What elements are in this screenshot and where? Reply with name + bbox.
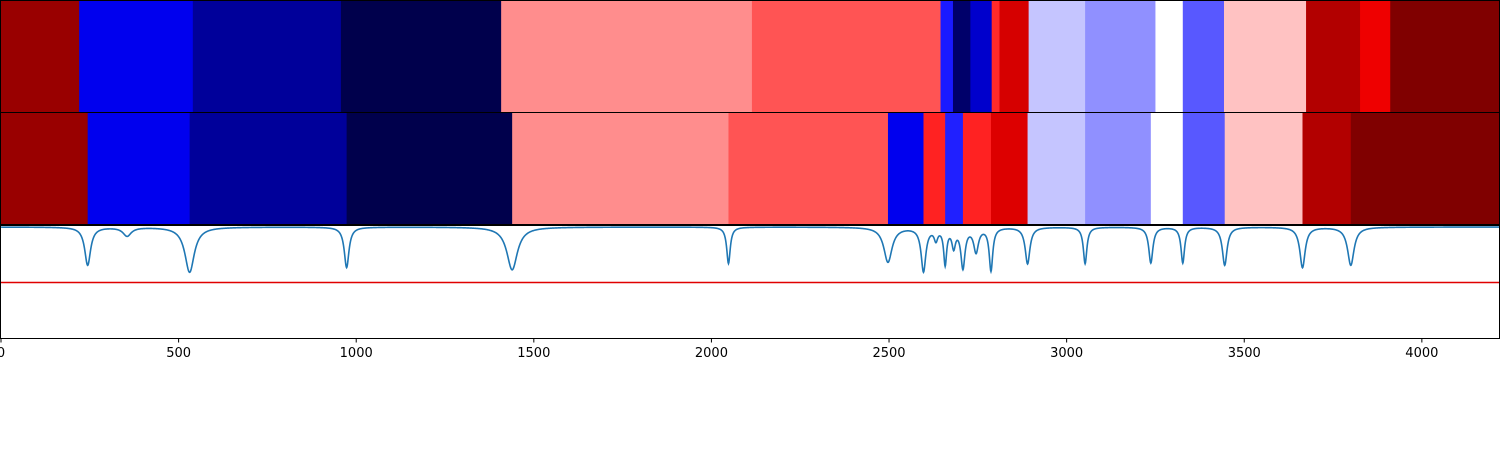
heatmap-cell [1, 1, 80, 113]
heatmap-cell [1350, 113, 1500, 225]
x-tick-label: 3000 [1050, 346, 1083, 361]
heatmap-cell [87, 113, 191, 225]
x-tick-label: 2000 [695, 346, 728, 361]
heatmap-cell [1182, 1, 1225, 113]
heatmap-cell [1085, 113, 1152, 225]
heatmap-cell [991, 1, 1001, 113]
x-tick-label: 0 [0, 346, 5, 361]
x-axis: 0 500 1000 1500 2000 2500 3000 3500 4000 [0, 338, 1438, 361]
heatmap-cell [1150, 113, 1184, 225]
heatmap-cell [79, 1, 194, 113]
heatmap-cell [1306, 1, 1361, 113]
heatmap-cell [192, 1, 342, 113]
heatmap-cell [501, 1, 753, 113]
heatmap-cell [1360, 1, 1391, 113]
heatmap-cell [962, 113, 992, 225]
heatmap-cell [1028, 1, 1086, 113]
heatmap-cell [945, 113, 964, 225]
heatmap-cell [887, 113, 924, 225]
heatmap-cell [751, 1, 942, 113]
heatmap-cell [1, 113, 89, 225]
spectrum-panel [1, 226, 1500, 284]
heatmap-cell [728, 113, 889, 225]
x-tick-label: 500 [166, 346, 191, 361]
heatmap-cell [1223, 1, 1307, 113]
heatmap-cell [1155, 1, 1184, 113]
heatmap-band-2 [1, 113, 1500, 225]
heatmap-cell [340, 1, 502, 113]
heatmap-cell [940, 1, 954, 113]
heatmap-cell [512, 113, 729, 225]
heatmap-cell [923, 113, 946, 225]
heatmap-cell [346, 113, 513, 225]
heatmap-cell [990, 113, 1029, 225]
spectrum-line [1, 226, 1500, 275]
x-tick-label: 2500 [872, 346, 905, 361]
heatmap-cell [1182, 113, 1226, 225]
heatmap-cell [1390, 1, 1500, 113]
heatmap-band-1 [1, 1, 1500, 113]
heatmap-cell [189, 113, 348, 225]
x-tick-label: 1000 [340, 346, 373, 361]
heatmap-cell [1027, 113, 1086, 225]
x-tick-label: 1500 [517, 346, 550, 361]
heatmap-cell [1224, 113, 1304, 225]
heatmap-cell [952, 1, 971, 113]
heatmap-bands [1, 1, 1500, 225]
heatmap-cell [1302, 113, 1352, 225]
x-tick-label: 3500 [1228, 346, 1261, 361]
heatmap-cell [1085, 1, 1156, 113]
heatmap-cell [970, 1, 993, 113]
heatmap-cell [999, 1, 1030, 113]
x-tick-label: 4000 [1405, 346, 1438, 361]
